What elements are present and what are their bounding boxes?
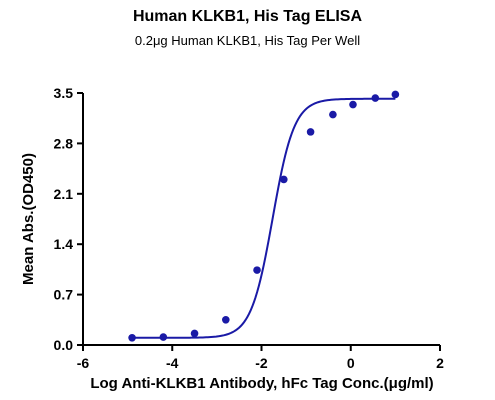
x-axis-title: Log Anti-KLKB1 Antibody, hFc Tag Conc.(μ… — [90, 375, 433, 392]
axes: 0.0 0.7 1.4 2.1 2.8 3.5 -6 -4 -2 0 2 — [54, 85, 445, 371]
y-tick-label: 3.5 — [54, 85, 74, 101]
x-tick-label: 2 — [436, 355, 444, 371]
fit-curve — [132, 97, 396, 339]
data-point — [128, 334, 136, 342]
x-tick-label: -4 — [166, 355, 179, 371]
y-tick-label: 0.0 — [54, 337, 74, 353]
y-tick-label: 2.1 — [54, 186, 74, 202]
data-points-layer — [128, 90, 400, 342]
x-tick-label: -2 — [255, 355, 268, 371]
chart-subtitle: 0.2μg Human KLKB1, His Tag Per Well — [134, 33, 361, 48]
data-point — [371, 94, 380, 102]
data-point — [349, 100, 357, 109]
y-tick-label: 0.7 — [54, 287, 74, 303]
data-point — [329, 110, 337, 119]
x-tick-label: -6 — [77, 355, 90, 371]
y-axis-title: Mean Abs.(OD450) — [20, 153, 37, 285]
data-point — [253, 266, 261, 274]
fit-curve-layer — [132, 97, 396, 339]
data-point — [306, 128, 315, 136]
y-tick-label: 2.8 — [54, 135, 74, 151]
data-point — [391, 90, 400, 99]
y-tick-label: 1.4 — [54, 236, 74, 252]
data-point — [222, 316, 230, 324]
data-point — [190, 329, 199, 338]
data-point — [280, 175, 288, 184]
x-tick-label: 0 — [347, 355, 355, 371]
chart-title: Human KLKB1, His Tag ELISA — [132, 8, 363, 25]
data-point — [159, 333, 168, 341]
